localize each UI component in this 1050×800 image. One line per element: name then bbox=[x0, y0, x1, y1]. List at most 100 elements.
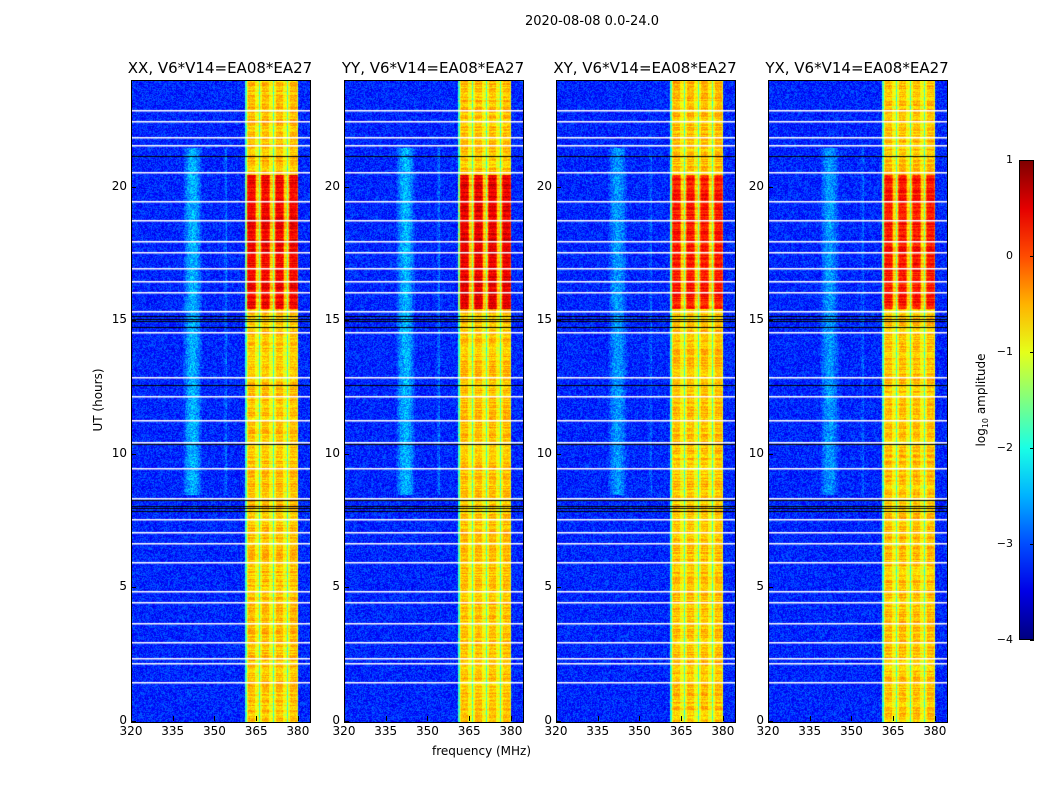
y-tick-mark bbox=[131, 453, 136, 455]
colorbar-tick-mark bbox=[1030, 256, 1034, 257]
y-tick-mark bbox=[344, 587, 349, 589]
y-tick-label: 5 bbox=[332, 579, 340, 594]
y-tick-label: 20 bbox=[324, 178, 340, 193]
y-tick-mark bbox=[556, 587, 561, 589]
x-tick-mark bbox=[297, 716, 299, 721]
y-tick-label: 15 bbox=[748, 312, 764, 327]
x-tick-label: 365 bbox=[457, 724, 481, 738]
colorbar-tick-label: −2 bbox=[996, 441, 1013, 454]
x-tick-mark bbox=[809, 716, 811, 721]
y-tick-mark bbox=[344, 721, 349, 722]
x-tick-mark bbox=[851, 716, 853, 721]
y-tick-mark bbox=[131, 320, 136, 322]
y-tick-mark bbox=[768, 587, 773, 589]
y-tick-mark bbox=[344, 320, 349, 322]
y-tick-label: 15 bbox=[324, 312, 340, 327]
x-tick-mark bbox=[344, 716, 345, 721]
colorbar-tick-label: −3 bbox=[996, 537, 1013, 550]
panel-title: YY, V6*V14=EA08*EA27 bbox=[341, 59, 525, 77]
x-tick-mark bbox=[722, 716, 724, 721]
colorbar-tick-mark bbox=[1030, 160, 1034, 161]
y-tick-label: 0 bbox=[119, 713, 127, 727]
x-tick-label: 380 bbox=[499, 724, 523, 738]
x-tick-label: 380 bbox=[286, 724, 310, 738]
y-tick-mark bbox=[556, 320, 561, 322]
colorbar-tick-label: −4 bbox=[996, 633, 1013, 646]
y-tick-label: 0 bbox=[332, 713, 340, 727]
panel-title: XX, V6*V14=EA08*EA27 bbox=[127, 59, 313, 77]
heatmap-panel-1 bbox=[344, 80, 524, 723]
y-tick-mark bbox=[344, 186, 349, 188]
colorbar-tick-mark bbox=[1030, 448, 1034, 449]
heatmap-panel-3 bbox=[768, 80, 948, 723]
colorbar-tick-mark bbox=[1030, 544, 1034, 545]
x-tick-label: 320 bbox=[332, 724, 356, 738]
y-tick-label: 10 bbox=[324, 445, 340, 460]
y-tick-mark bbox=[556, 721, 561, 722]
x-tick-label: 350 bbox=[202, 724, 226, 738]
x-tick-label: 350 bbox=[627, 724, 651, 738]
x-tick-label: 320 bbox=[756, 724, 780, 738]
y-tick-label: 15 bbox=[111, 312, 127, 327]
x-tick-label: 380 bbox=[711, 724, 735, 738]
panel-title: YX, V6*V14=EA08*EA27 bbox=[765, 59, 949, 77]
colorbar-tick-label: 1 bbox=[1006, 153, 1013, 166]
colorbar-label: log10 amplitude bbox=[974, 354, 990, 447]
y-tick-label: 5 bbox=[756, 579, 764, 594]
panel-title: XY, V6*V14=EA08*EA27 bbox=[553, 59, 737, 77]
y-tick-label: 0 bbox=[544, 713, 552, 727]
heatmap-panel-2 bbox=[556, 80, 736, 723]
x-tick-mark bbox=[256, 716, 258, 721]
colorbar-tick-mark bbox=[1030, 640, 1034, 641]
y-tick-label: 20 bbox=[111, 178, 127, 193]
x-tick-label: 335 bbox=[586, 724, 610, 738]
x-tick-mark bbox=[768, 716, 769, 721]
x-tick-label: 350 bbox=[415, 724, 439, 738]
x-tick-mark bbox=[934, 716, 936, 721]
x-tick-mark bbox=[893, 716, 895, 721]
x-tick-mark bbox=[172, 716, 174, 721]
heatmap-panel-0 bbox=[131, 80, 311, 723]
y-tick-label: 10 bbox=[536, 445, 552, 460]
colorbar-label-prefix: log bbox=[973, 428, 988, 447]
y-tick-mark bbox=[768, 186, 773, 188]
y-tick-label: 5 bbox=[119, 579, 127, 594]
x-tick-mark bbox=[639, 716, 641, 721]
y-tick-mark bbox=[556, 186, 561, 188]
y-tick-mark bbox=[768, 721, 773, 722]
y-tick-label: 5 bbox=[544, 579, 552, 594]
colorbar-label-sub: 10 bbox=[981, 417, 991, 429]
colorbar-label-suffix: amplitude bbox=[973, 353, 988, 418]
x-tick-mark bbox=[427, 716, 429, 721]
x-tick-label: 335 bbox=[374, 724, 398, 738]
x-tick-mark bbox=[681, 716, 683, 721]
y-tick-mark bbox=[131, 587, 136, 589]
x-tick-label: 380 bbox=[923, 724, 947, 738]
x-tick-mark bbox=[469, 716, 471, 721]
x-tick-mark bbox=[385, 716, 387, 721]
y-tick-label: 10 bbox=[748, 445, 764, 460]
x-tick-label: 365 bbox=[669, 724, 693, 738]
y-tick-mark bbox=[131, 721, 136, 722]
y-tick-mark bbox=[768, 453, 773, 455]
x-tick-mark bbox=[556, 716, 557, 721]
y-tick-label: 20 bbox=[748, 178, 764, 193]
y-tick-label: 15 bbox=[536, 312, 552, 327]
x-tick-label: 335 bbox=[798, 724, 822, 738]
y-tick-mark bbox=[768, 320, 773, 322]
y-tick-label: 0 bbox=[756, 713, 764, 727]
x-tick-label: 365 bbox=[244, 724, 268, 738]
y-tick-label: 20 bbox=[536, 178, 552, 193]
x-tick-label: 350 bbox=[839, 724, 863, 738]
x-tick-mark bbox=[510, 716, 512, 721]
x-tick-label: 365 bbox=[881, 724, 905, 738]
x-tick-label: 320 bbox=[119, 724, 143, 738]
x-tick-label: 320 bbox=[544, 724, 568, 738]
x-tick-mark bbox=[597, 716, 599, 721]
colorbar-tick-label: −1 bbox=[996, 345, 1013, 358]
y-tick-label: 10 bbox=[111, 445, 127, 460]
x-tick-label: 335 bbox=[161, 724, 185, 738]
colorbar-tick-label: 0 bbox=[1006, 249, 1013, 262]
colorbar bbox=[1019, 160, 1034, 640]
